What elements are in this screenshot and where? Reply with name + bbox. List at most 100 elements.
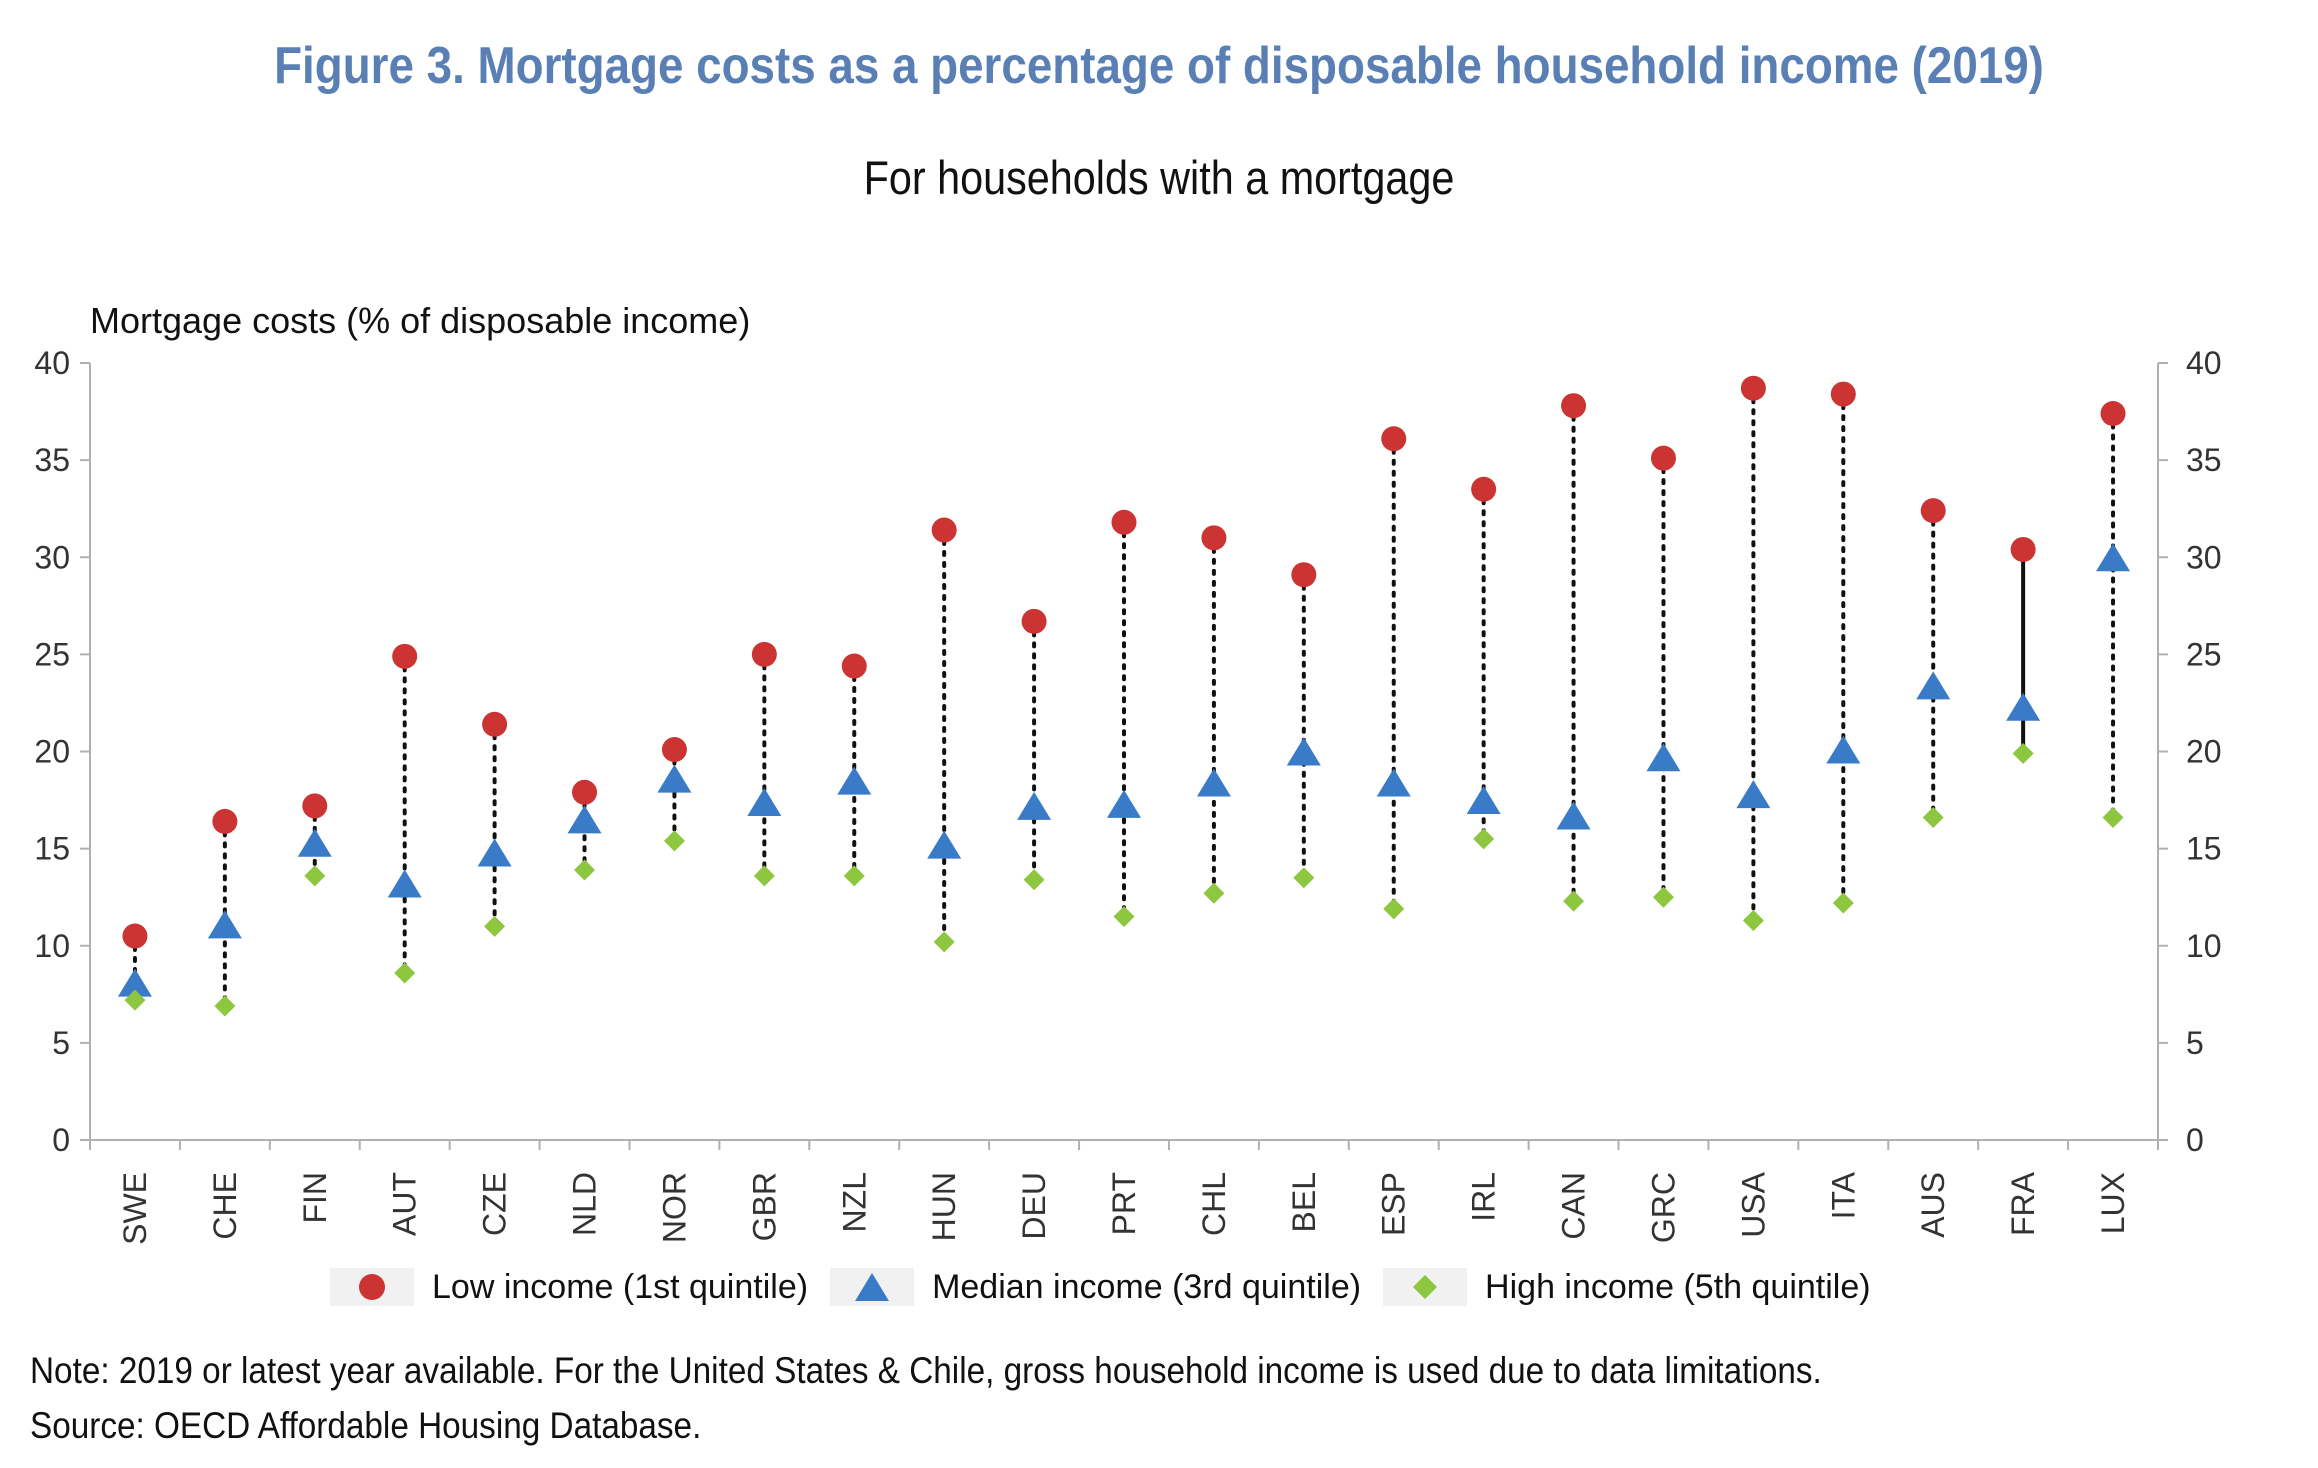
median-income-point-esp [1376, 768, 1411, 797]
high-income-point-nor [663, 830, 685, 852]
legend-label-high: High income (5th quintile) [1485, 1267, 1871, 1306]
y-tick-label-right: 40 [2186, 345, 2222, 381]
y-tick-label-right: 10 [2186, 928, 2222, 964]
y-tick-label-left: 0 [52, 1122, 70, 1158]
x-tick-label-che: CHE [207, 1172, 243, 1240]
x-tick-label-fra: FRA [2005, 1171, 2041, 1236]
x-tick-label-aus: AUS [1915, 1172, 1951, 1238]
median-income-point-gbr [747, 787, 782, 816]
median-income-point-che [207, 910, 242, 939]
x-tick-label-fin: FIN [297, 1172, 333, 1224]
low-income-point-nor [661, 737, 687, 763]
note-text: Note: 2019 or latest year available. For… [30, 1350, 1822, 1391]
green-diamond-icon [1413, 1275, 1438, 1299]
high-income-point-fra [2012, 742, 2034, 764]
high-income-point-fin [304, 865, 326, 887]
legend-label-low: Low income (1st quintile) [432, 1267, 809, 1306]
high-income-point-aus [1922, 807, 1944, 829]
x-tick-label-aut: AUT [387, 1172, 423, 1236]
high-income-point-chl [1203, 882, 1225, 904]
legend-item-median-income: Median income (3rd quintile) [830, 1268, 1361, 1307]
median-income-point-swe [117, 968, 152, 997]
high-income-point-grc [1652, 886, 1674, 908]
median-income-point-grc [1646, 743, 1681, 772]
high-income-point-aut [394, 962, 416, 984]
legend-label-median: Median income (3rd quintile) [932, 1267, 1362, 1306]
figure-subtitle: For households with a mortgage [863, 151, 1455, 204]
high-income-point-irl [1473, 828, 1495, 850]
median-income-point-aus [1916, 671, 1951, 700]
red-circle-icon [359, 1274, 385, 1300]
x-tick-label-can: CAN [1556, 1172, 1592, 1240]
x-tick-label-chl: CHL [1196, 1172, 1232, 1236]
median-income-point-aut [387, 869, 422, 898]
high-income-point-hun [933, 931, 955, 953]
low-income-point-bel [1291, 562, 1317, 588]
x-tick-label-bel: BEL [1286, 1172, 1322, 1232]
median-income-point-bel [1286, 737, 1321, 766]
y-tick-label-right: 35 [2186, 442, 2222, 478]
median-income-point-deu [1017, 791, 1052, 820]
low-income-point-ita [1830, 381, 1856, 407]
low-income-point-fin [302, 793, 328, 819]
low-income-point-chl [1201, 525, 1227, 551]
y-tick-label-right: 20 [2186, 734, 2222, 770]
x-tick-label-cze: CZE [477, 1172, 513, 1236]
high-income-point-bel [1293, 867, 1315, 889]
median-income-point-hun [927, 830, 962, 859]
y-tick-label-left: 25 [34, 636, 70, 672]
legend: Low income (1st quintile) Median income … [330, 1262, 1893, 1312]
y-tick-label-right: 30 [2186, 539, 2222, 575]
y-tick-label-right: 5 [2186, 1025, 2204, 1061]
low-income-point-prt [1111, 509, 1137, 535]
x-tick-label-nzl: NZL [836, 1172, 872, 1232]
median-income-point-prt [1107, 789, 1141, 818]
high-income-point-deu [1023, 869, 1045, 891]
low-income-point-nld [572, 779, 598, 805]
x-tick-label-prt: PRT [1106, 1172, 1142, 1235]
low-income-point-lux [2100, 401, 2126, 427]
x-tick-label-hun: HUN [926, 1172, 962, 1241]
low-income-point-can [1561, 393, 1587, 419]
high-income-point-prt [1113, 906, 1135, 928]
median-income-point-nor [657, 764, 692, 793]
median-income-point-nld [567, 805, 602, 834]
legend-item-low-income: Low income (1st quintile) [330, 1268, 808, 1307]
low-income-point-aut [392, 643, 418, 669]
median-income-point-fra [2006, 692, 2041, 721]
y-tick-label-left: 10 [34, 928, 70, 964]
x-tick-label-gbr: GBR [746, 1172, 782, 1241]
y-tick-label-right: 25 [2186, 636, 2222, 672]
median-income-point-irl [1466, 786, 1501, 815]
x-tick-label-deu: DEU [1016, 1172, 1052, 1240]
low-income-point-grc [1650, 445, 1676, 471]
low-income-point-deu [1021, 608, 1047, 634]
median-income-point-lux [2096, 543, 2131, 572]
chart-plot-layer: 0 0 5 5 10 10 15 15 20 20 25 25 30 30 35 35 40 40 SWE CHE FI… [34, 345, 2221, 1245]
median-income-point-nzl [837, 766, 872, 795]
x-tick-label-swe: SWE [117, 1172, 153, 1245]
x-tick-label-nld: NLD [567, 1172, 603, 1236]
high-income-point-cze [484, 915, 506, 937]
low-income-point-che [212, 808, 238, 834]
low-income-point-cze [482, 711, 508, 737]
figure-title: Figure 3. Mortgage costs as a percentage… [274, 37, 2044, 95]
x-tick-label-ita: ITA [1825, 1171, 1861, 1219]
high-income-point-gbr [753, 865, 775, 887]
high-income-point-swe [124, 989, 146, 1011]
median-income-point-can [1556, 801, 1591, 830]
low-income-point-swe [122, 923, 148, 949]
y-tick-label-left: 20 [34, 734, 70, 770]
x-tick-label-esp: ESP [1376, 1172, 1412, 1236]
high-income-point-nld [574, 859, 596, 881]
legend-swatch-high [1383, 1268, 1468, 1306]
median-income-point-chl [1196, 768, 1231, 797]
median-income-point-usa [1736, 780, 1771, 809]
y-tick-label-left: 15 [34, 831, 70, 867]
high-income-point-usa [1742, 909, 1764, 931]
high-income-point-nzl [843, 865, 865, 887]
x-tick-label-usa: USA [1735, 1171, 1771, 1237]
x-tick-label-lux: LUX [2095, 1172, 2131, 1234]
low-income-point-irl [1471, 476, 1497, 502]
y-tick-label-left: 35 [34, 442, 70, 478]
